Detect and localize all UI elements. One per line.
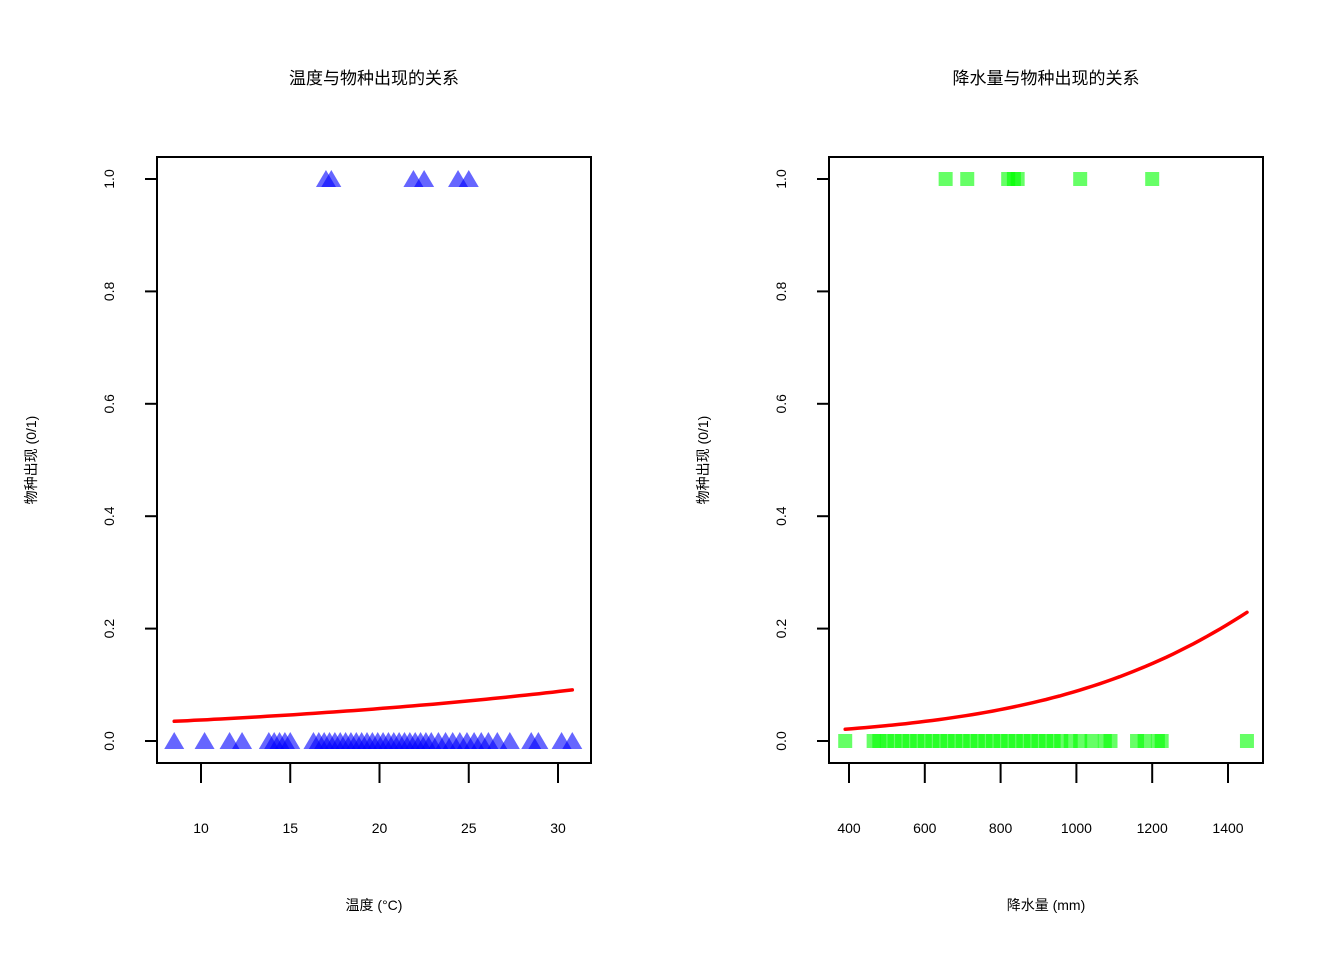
y-tick-label: 0.2: [773, 619, 789, 639]
x-tick-label: 15: [282, 820, 298, 836]
y-axis-label: 物种出现 (0/1): [23, 416, 39, 505]
data-point-square: [1073, 734, 1088, 748]
y-tick-label: 0.8: [101, 281, 117, 301]
plot-frame: [828, 156, 1264, 764]
y-tick-label: 0.2: [101, 619, 117, 639]
x-tick-label: 30: [550, 820, 566, 836]
y-tick-label: 0.0: [773, 731, 789, 751]
data-point-square: [960, 172, 975, 186]
logistic-fit-curve: [843, 610, 1249, 731]
x-tick-label: 25: [461, 820, 477, 836]
y-tick-label: 0.8: [773, 281, 789, 301]
data-point-triangle: [528, 732, 549, 749]
chart-title: 降水量与物种出现的关系: [953, 69, 1140, 88]
y-tick-label: 0.6: [773, 394, 789, 414]
data-point-triangle: [164, 732, 185, 749]
data-point-square: [1137, 734, 1152, 748]
plot-frame: [156, 156, 592, 764]
x-tick-label: 1400: [1212, 820, 1243, 836]
chart-title: 温度与物种出现的关系: [289, 69, 459, 88]
y-tick-label: 0.6: [101, 394, 117, 414]
data-point-square: [1073, 172, 1088, 186]
logistic-fit-curve: [172, 688, 575, 724]
y-tick-label: 0.0: [101, 731, 117, 751]
data-point-triangle: [562, 732, 583, 749]
x-tick-label: 1200: [1137, 820, 1168, 836]
y-tick-label: 1.0: [101, 169, 117, 189]
data-point-triangle: [321, 170, 342, 187]
x-tick-label: 20: [372, 820, 388, 836]
data-point-square: [838, 734, 853, 748]
data-point-triangle: [414, 170, 435, 187]
y-tick-label: 0.4: [773, 506, 789, 526]
x-tick-label: 1000: [1061, 820, 1092, 836]
x-tick-label: 600: [913, 820, 937, 836]
y-tick-label: 0.4: [101, 506, 117, 526]
x-axis-label: 温度 (°C): [346, 897, 403, 913]
x-tick-label: 800: [989, 820, 1013, 836]
data-point-triangle: [499, 732, 520, 749]
y-tick-label: 1.0: [773, 169, 789, 189]
data-point-triangle: [280, 732, 301, 749]
data-point-square: [938, 172, 953, 186]
data-point-square: [1154, 734, 1169, 748]
data-point-triangle: [458, 170, 479, 187]
data-point-square: [1145, 172, 1160, 186]
temperature-panel: 温度与物种出现的关系 温度 (°C) 物种出现 (0/1) 0.0 0.2 0.4 0…: [23, 69, 592, 913]
precipitation-panel: 降水量与物种出现的关系 降水量 (mm) 物种出现 (0/1) 0.0 0.2 0.…: [695, 69, 1264, 913]
x-tick-label: 400: [837, 820, 861, 836]
data-point-triangle: [232, 732, 253, 749]
x-axis-label: 降水量 (mm): [1007, 897, 1086, 913]
y-axis-label: 物种出现 (0/1): [695, 416, 711, 505]
x-tick-label: 10: [193, 820, 209, 836]
data-point-triangle: [194, 732, 215, 749]
data-point-square: [1103, 734, 1118, 748]
data-point-square: [1010, 172, 1025, 186]
data-point-square: [1084, 734, 1099, 748]
data-point-square: [1239, 734, 1254, 748]
